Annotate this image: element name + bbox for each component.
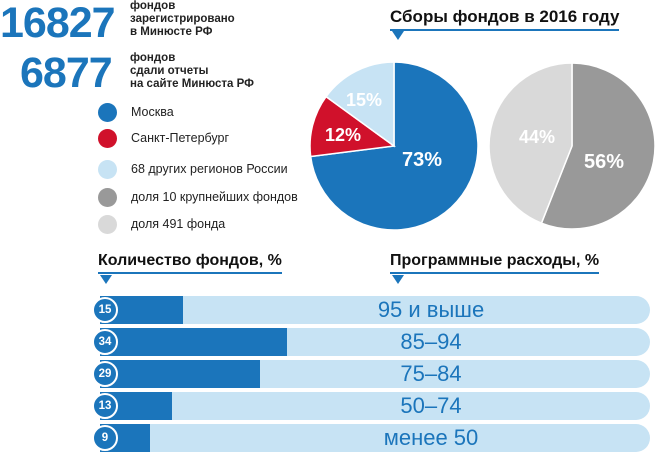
program-heading-pointer — [392, 275, 404, 284]
legend-item-other-regions: 68 других регионов России — [98, 158, 288, 180]
bar-row: 95 и выше 15 — [92, 296, 650, 324]
pies-heading-pointer — [392, 31, 404, 40]
bar-value-badge: 13 — [92, 393, 118, 419]
legend-item-spb: Санкт-Петербург — [98, 127, 229, 149]
bar-value-badge: 9 — [92, 425, 118, 451]
legend-swatch-moscow — [98, 102, 117, 122]
program-heading: Программные расходы, % — [390, 252, 600, 274]
legend-item-491: доля 491 фонда — [98, 213, 225, 235]
legend-label: доля 491 фонда — [131, 217, 226, 231]
stat-registered-value: 16827 — [0, 0, 116, 47]
bar-fill — [100, 328, 287, 356]
legend-item-top10: доля 10 крупнейших фондов — [98, 186, 298, 208]
stat-registered-description: фондов зарегистрировано в Минюсте РФ — [130, 0, 235, 38]
pie-charts: 73% 12% 15% 56% 44% — [309, 61, 656, 231]
bar-row: 50–74 13 — [92, 392, 650, 420]
stat-reported-description: фондов сдали отчеты на сайте Минюста РФ — [130, 52, 254, 90]
bar-value-badge: 34 — [92, 329, 118, 355]
count-heading: Количество фондов, % — [98, 252, 282, 274]
legend-item-moscow: Москва — [98, 101, 174, 123]
legend-label: 68 других регионов России — [131, 162, 288, 176]
legend-swatch-top10 — [98, 187, 117, 207]
pie-regions: 73% 12% 15% — [309, 61, 479, 231]
pie-value-label: 12% — [325, 125, 361, 145]
bar-track — [100, 424, 650, 452]
legend-label: Санкт-Петербург — [131, 131, 230, 145]
legend-swatch-spb — [98, 128, 117, 148]
pie-slice — [309, 95, 396, 158]
bar-value-badge: 15 — [92, 297, 118, 323]
pie-slice — [324, 61, 395, 148]
bar-category-label: 95 и выше — [377, 297, 485, 322]
count-heading-pointer — [100, 275, 112, 284]
bar-category-label: 85–94 — [400, 329, 462, 354]
bar-track — [100, 296, 650, 324]
bar-category-label: 75–84 — [400, 361, 462, 386]
pie-slice — [540, 62, 656, 230]
legend-swatch-other-regions — [98, 159, 117, 179]
pie-fund-size: 56% 44% — [488, 62, 656, 230]
bar-fill — [100, 360, 260, 388]
bar-value-badge: 29 — [92, 361, 118, 387]
bar-chart: 95 и выше 15 85–94 34 75–84 29 50–74 13 менее 50… — [92, 296, 650, 466]
bar-row: 85–94 34 — [92, 328, 650, 356]
legend-label: доля 10 крупнейших фондов — [131, 190, 298, 204]
pie-slice — [488, 62, 573, 225]
bar-category-label: менее 50 — [383, 425, 479, 450]
pie-value-label: 15% — [346, 90, 382, 110]
legend-label: Москва — [131, 105, 174, 119]
stat-reported-value: 6877 — [20, 49, 113, 97]
legend-swatch-491 — [98, 214, 117, 234]
pie-value-label: 56% — [584, 151, 624, 173]
pies-heading: Сборы фондов в 2016 году — [390, 7, 620, 31]
bar-category-label: 50–74 — [400, 393, 462, 418]
pie-value-label: 73% — [402, 149, 442, 171]
pie-value-label: 44% — [519, 127, 555, 147]
bar-row: менее 50 9 — [92, 424, 650, 452]
bar-track — [100, 392, 650, 420]
bar-row: 75–84 29 — [92, 360, 650, 388]
legend: Москва Санкт-Петербург 68 других регионо… — [98, 101, 328, 234]
